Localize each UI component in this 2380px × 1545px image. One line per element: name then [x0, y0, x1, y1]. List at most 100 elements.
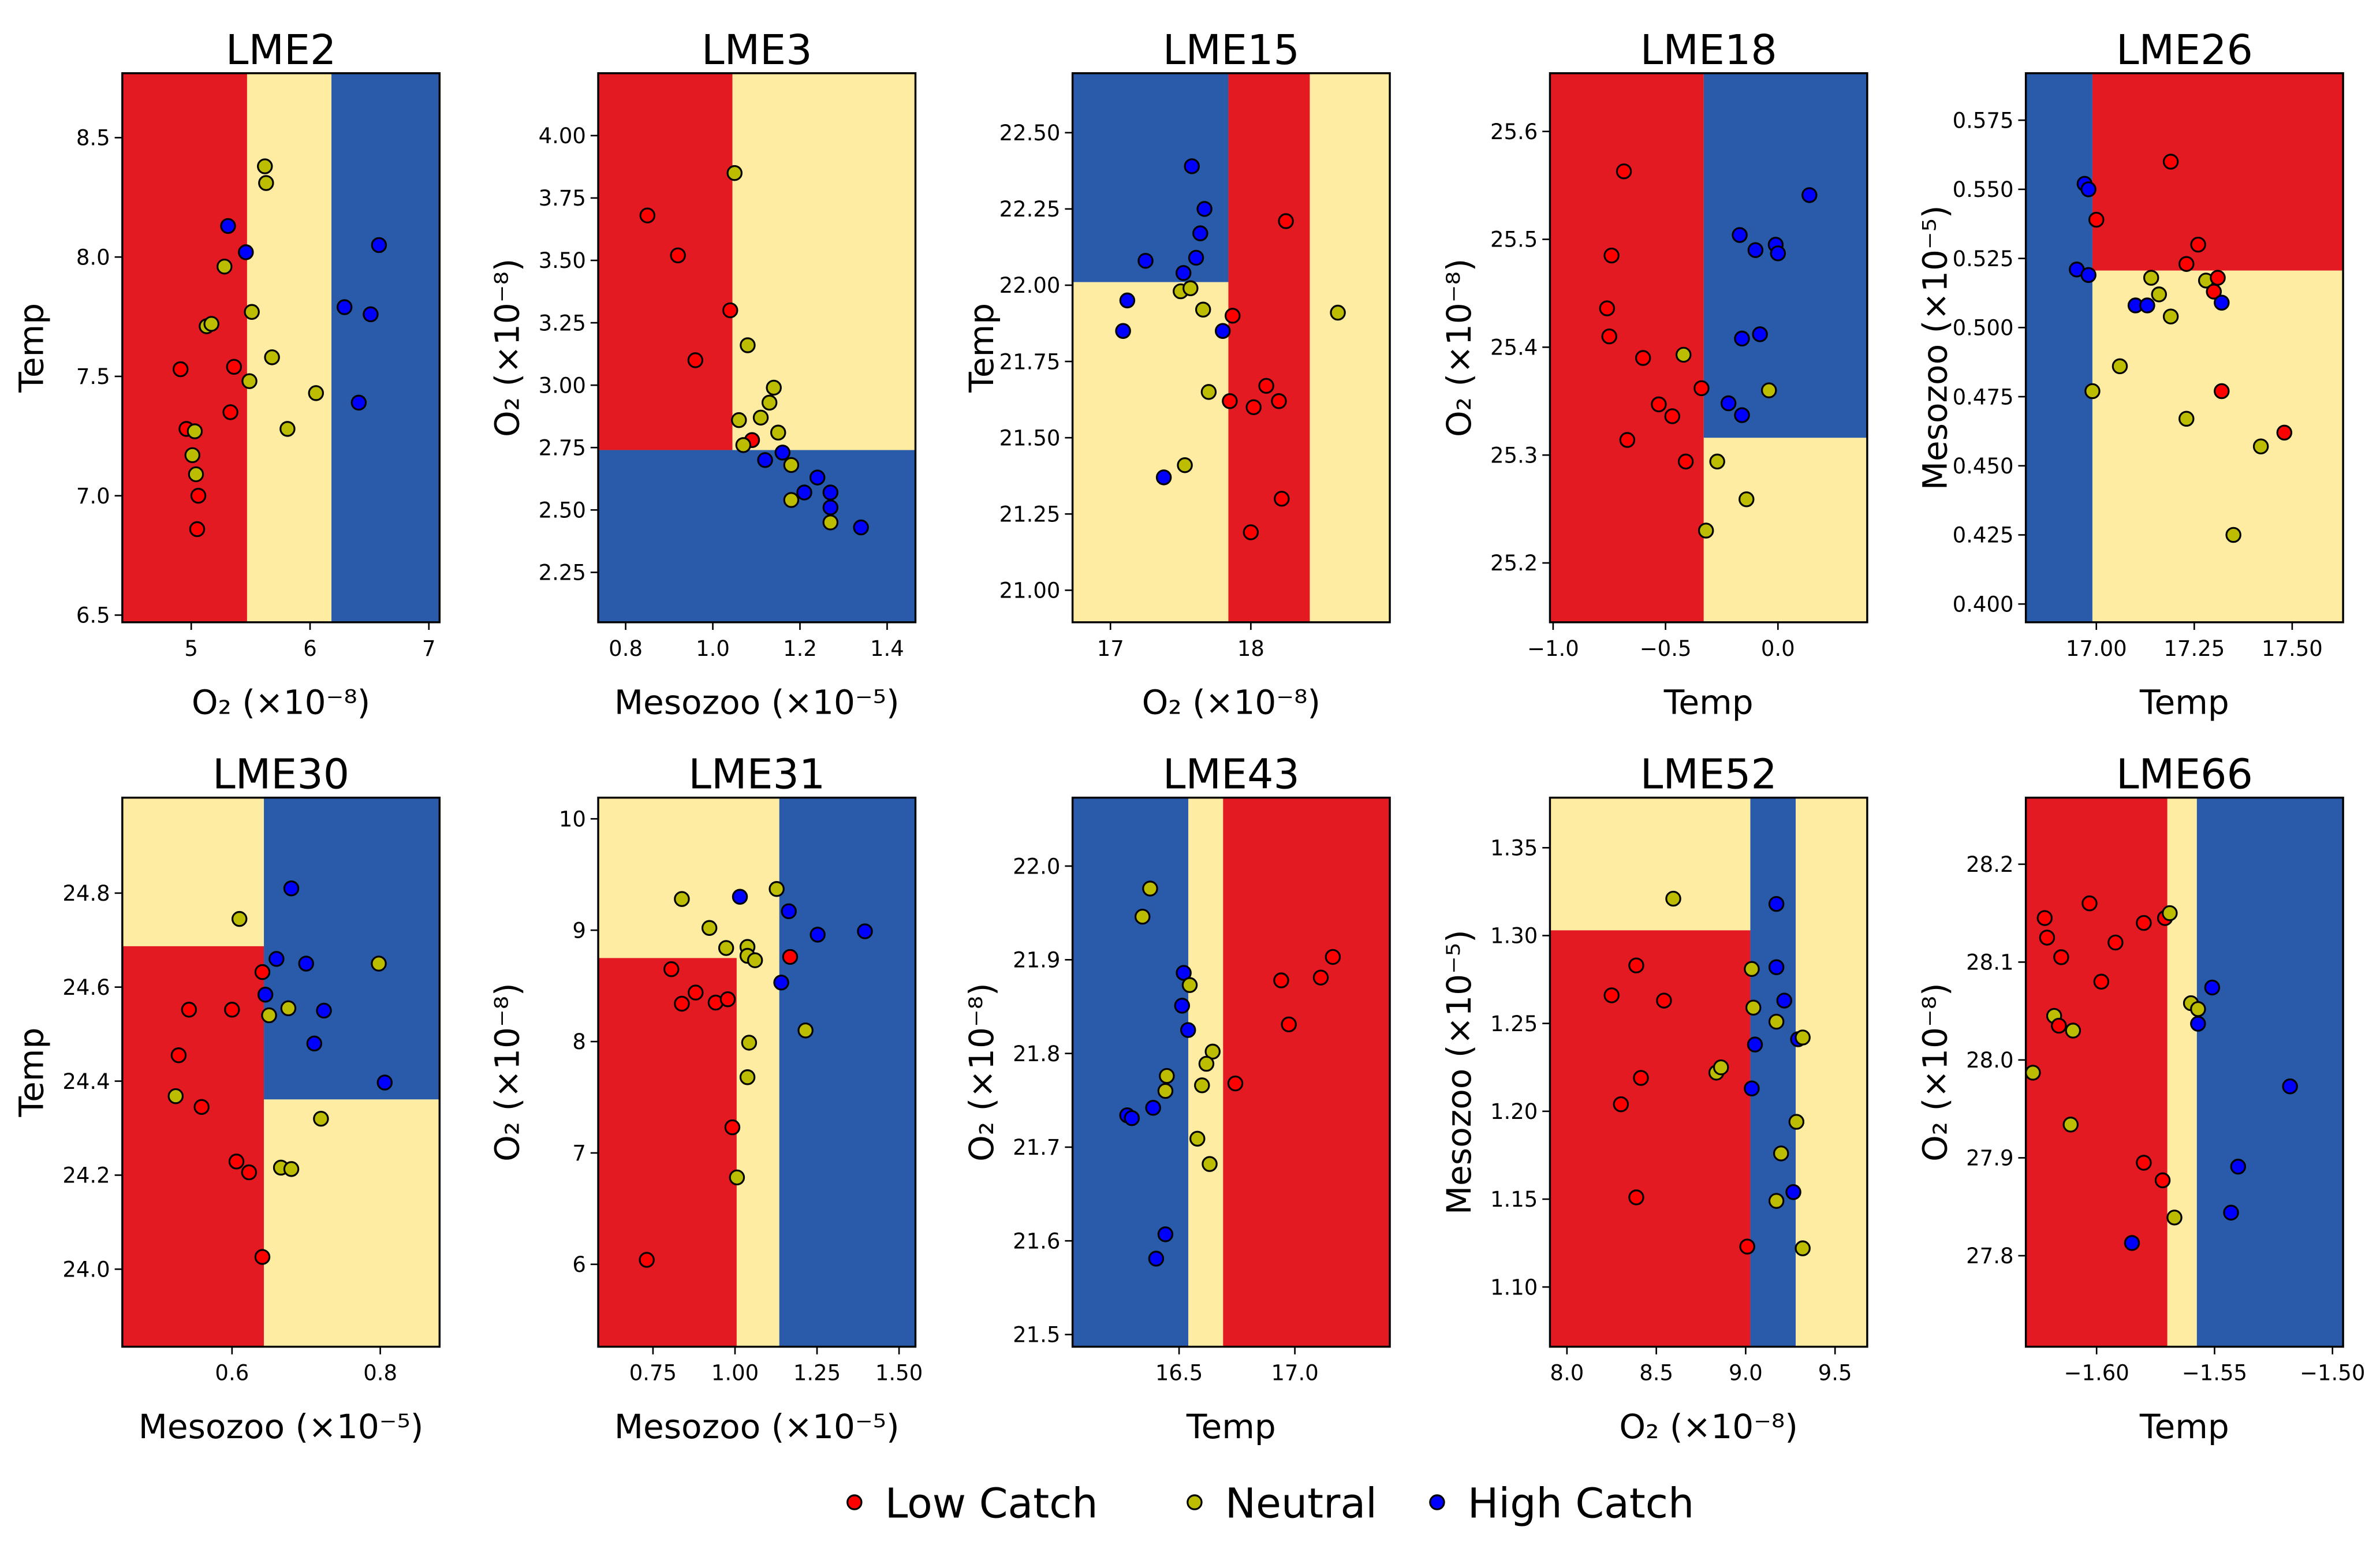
point-neutral [184, 447, 200, 464]
region-low [1223, 797, 1390, 1347]
point-neutral [1182, 280, 1199, 297]
panel-lme66: −1.60 −1.55 −1.50 27.8 27.9 28.0 28.1 28.2 LME66… [1915, 751, 2365, 1446]
y-tick-label: 8.0 [76, 245, 110, 270]
region-neutral [247, 73, 332, 622]
point-neutral [1768, 1013, 1785, 1030]
legend-item-low: Low Catch [846, 1479, 1098, 1527]
panel-title: LME66 [2116, 751, 2253, 798]
point-high [773, 975, 789, 991]
point-high [376, 1074, 393, 1091]
legend-label: Neutral [1225, 1479, 1377, 1527]
x-axis-label: Temp [1663, 682, 1754, 722]
y-tick-label: 24.0 [62, 1257, 110, 1282]
point-high [1776, 992, 1792, 1009]
point-high [1768, 959, 1785, 975]
y-tick-label: 21.75 [999, 349, 1061, 374]
x-tick-label: 8.0 [1550, 1361, 1584, 1386]
point-high [336, 299, 353, 315]
y-tick-label: 0.475 [1953, 385, 2014, 409]
point-low [2036, 910, 2053, 926]
point-neutral [822, 514, 839, 531]
point-neutral [2025, 1065, 2041, 1081]
point-neutral [2143, 270, 2159, 286]
region-high [331, 73, 440, 622]
y-tick-label: 0.525 [1953, 247, 2014, 271]
point-high [1744, 1080, 1760, 1096]
panel-title: LME26 [2116, 26, 2253, 74]
region-neutral [2092, 270, 2344, 622]
y-tick-label: 1.35 [1490, 836, 1538, 861]
legend-label: High Catch [1468, 1479, 1694, 1527]
point-neutral [783, 492, 800, 508]
x-axis-label: Temp [2139, 1407, 2229, 1446]
region-high [2196, 797, 2344, 1347]
y-axis-label: Temp [962, 303, 1001, 393]
point-neutral [1181, 977, 1198, 993]
point-low [2136, 1155, 2152, 1171]
point-neutral [313, 1110, 329, 1127]
y-tick-label: 0.450 [1953, 454, 2014, 479]
x-axis-label: O₂ (×10⁻⁸) [1619, 1407, 1797, 1446]
point-neutral [1330, 304, 1346, 321]
point-neutral [257, 158, 273, 174]
point-low [1633, 1070, 1649, 1086]
y-tick-label: 27.9 [1966, 1146, 2013, 1171]
y-tick-label: 28.2 [1966, 852, 2013, 877]
point-neutral [1159, 1068, 1175, 1084]
point-neutral [731, 412, 747, 428]
y-tick-label: 8 [572, 1029, 586, 1054]
panel-title: LME2 [226, 26, 337, 74]
point-low [1693, 380, 1710, 397]
x-tick-label: 1.25 [793, 1361, 841, 1386]
region-neutral [1703, 438, 1867, 622]
point-high [757, 452, 773, 468]
point-high [1180, 1022, 1196, 1038]
y-tick-label: 3.00 [539, 373, 586, 398]
point-low [190, 487, 207, 504]
x-tick-label: −1.60 [2064, 1361, 2129, 1386]
x-tick-label: 1.0 [696, 636, 730, 661]
point-neutral [1202, 1156, 1218, 1172]
point-low [1628, 1189, 1644, 1206]
y-axis-label: O₂ (×10⁻⁸) [1439, 259, 1479, 437]
panel-lme43: 16.5 17.0 21.5 21.6 21.7 21.8 21.9 22.0 LME43 Tem… [962, 751, 1391, 1446]
region-low [598, 73, 733, 450]
point-high [1720, 395, 1737, 412]
point-neutral [279, 421, 296, 437]
x-tick-label: 17 [1097, 636, 1124, 661]
point-low [688, 984, 704, 1001]
point-low [1616, 163, 1632, 180]
point-low [2210, 270, 2226, 286]
point-low [254, 1249, 271, 1265]
point-low [181, 1002, 197, 1018]
x-axis-label: O₂ (×10⁻⁸) [1142, 682, 1320, 722]
y-tick-label: 1.25 [1490, 1012, 1538, 1036]
y-tick-label: 7.0 [76, 484, 110, 509]
point-high [1124, 1110, 1140, 1126]
panel-title: LME15 [1163, 26, 1300, 74]
point-neutral [739, 1069, 756, 1085]
point-neutral [283, 1161, 300, 1177]
point-low [722, 302, 738, 319]
y-tick-label: 24.4 [62, 1069, 110, 1094]
y-tick-label: 25.4 [1490, 335, 1538, 360]
point-low [2178, 256, 2195, 272]
point-low [193, 1099, 210, 1115]
point-low [241, 1164, 258, 1181]
point-high [2282, 1078, 2298, 1095]
point-neutral [1744, 961, 1760, 977]
point-neutral [770, 424, 786, 441]
point-neutral [2084, 383, 2101, 400]
point-neutral [1709, 453, 1725, 470]
point-neutral [1676, 346, 1692, 363]
point-neutral [1773, 1145, 1789, 1162]
point-neutral [1200, 384, 1217, 400]
point-high [822, 499, 839, 516]
point-neutral [726, 165, 743, 181]
point-low [1599, 300, 1616, 316]
x-tick-label: 17.50 [2262, 636, 2323, 661]
x-tick-label: −1.50 [2300, 1361, 2365, 1386]
legend: Low Catch Neutral High Catch [846, 1479, 1694, 1527]
point-neutral [1195, 301, 1211, 318]
region-neutral [1188, 797, 1223, 1347]
